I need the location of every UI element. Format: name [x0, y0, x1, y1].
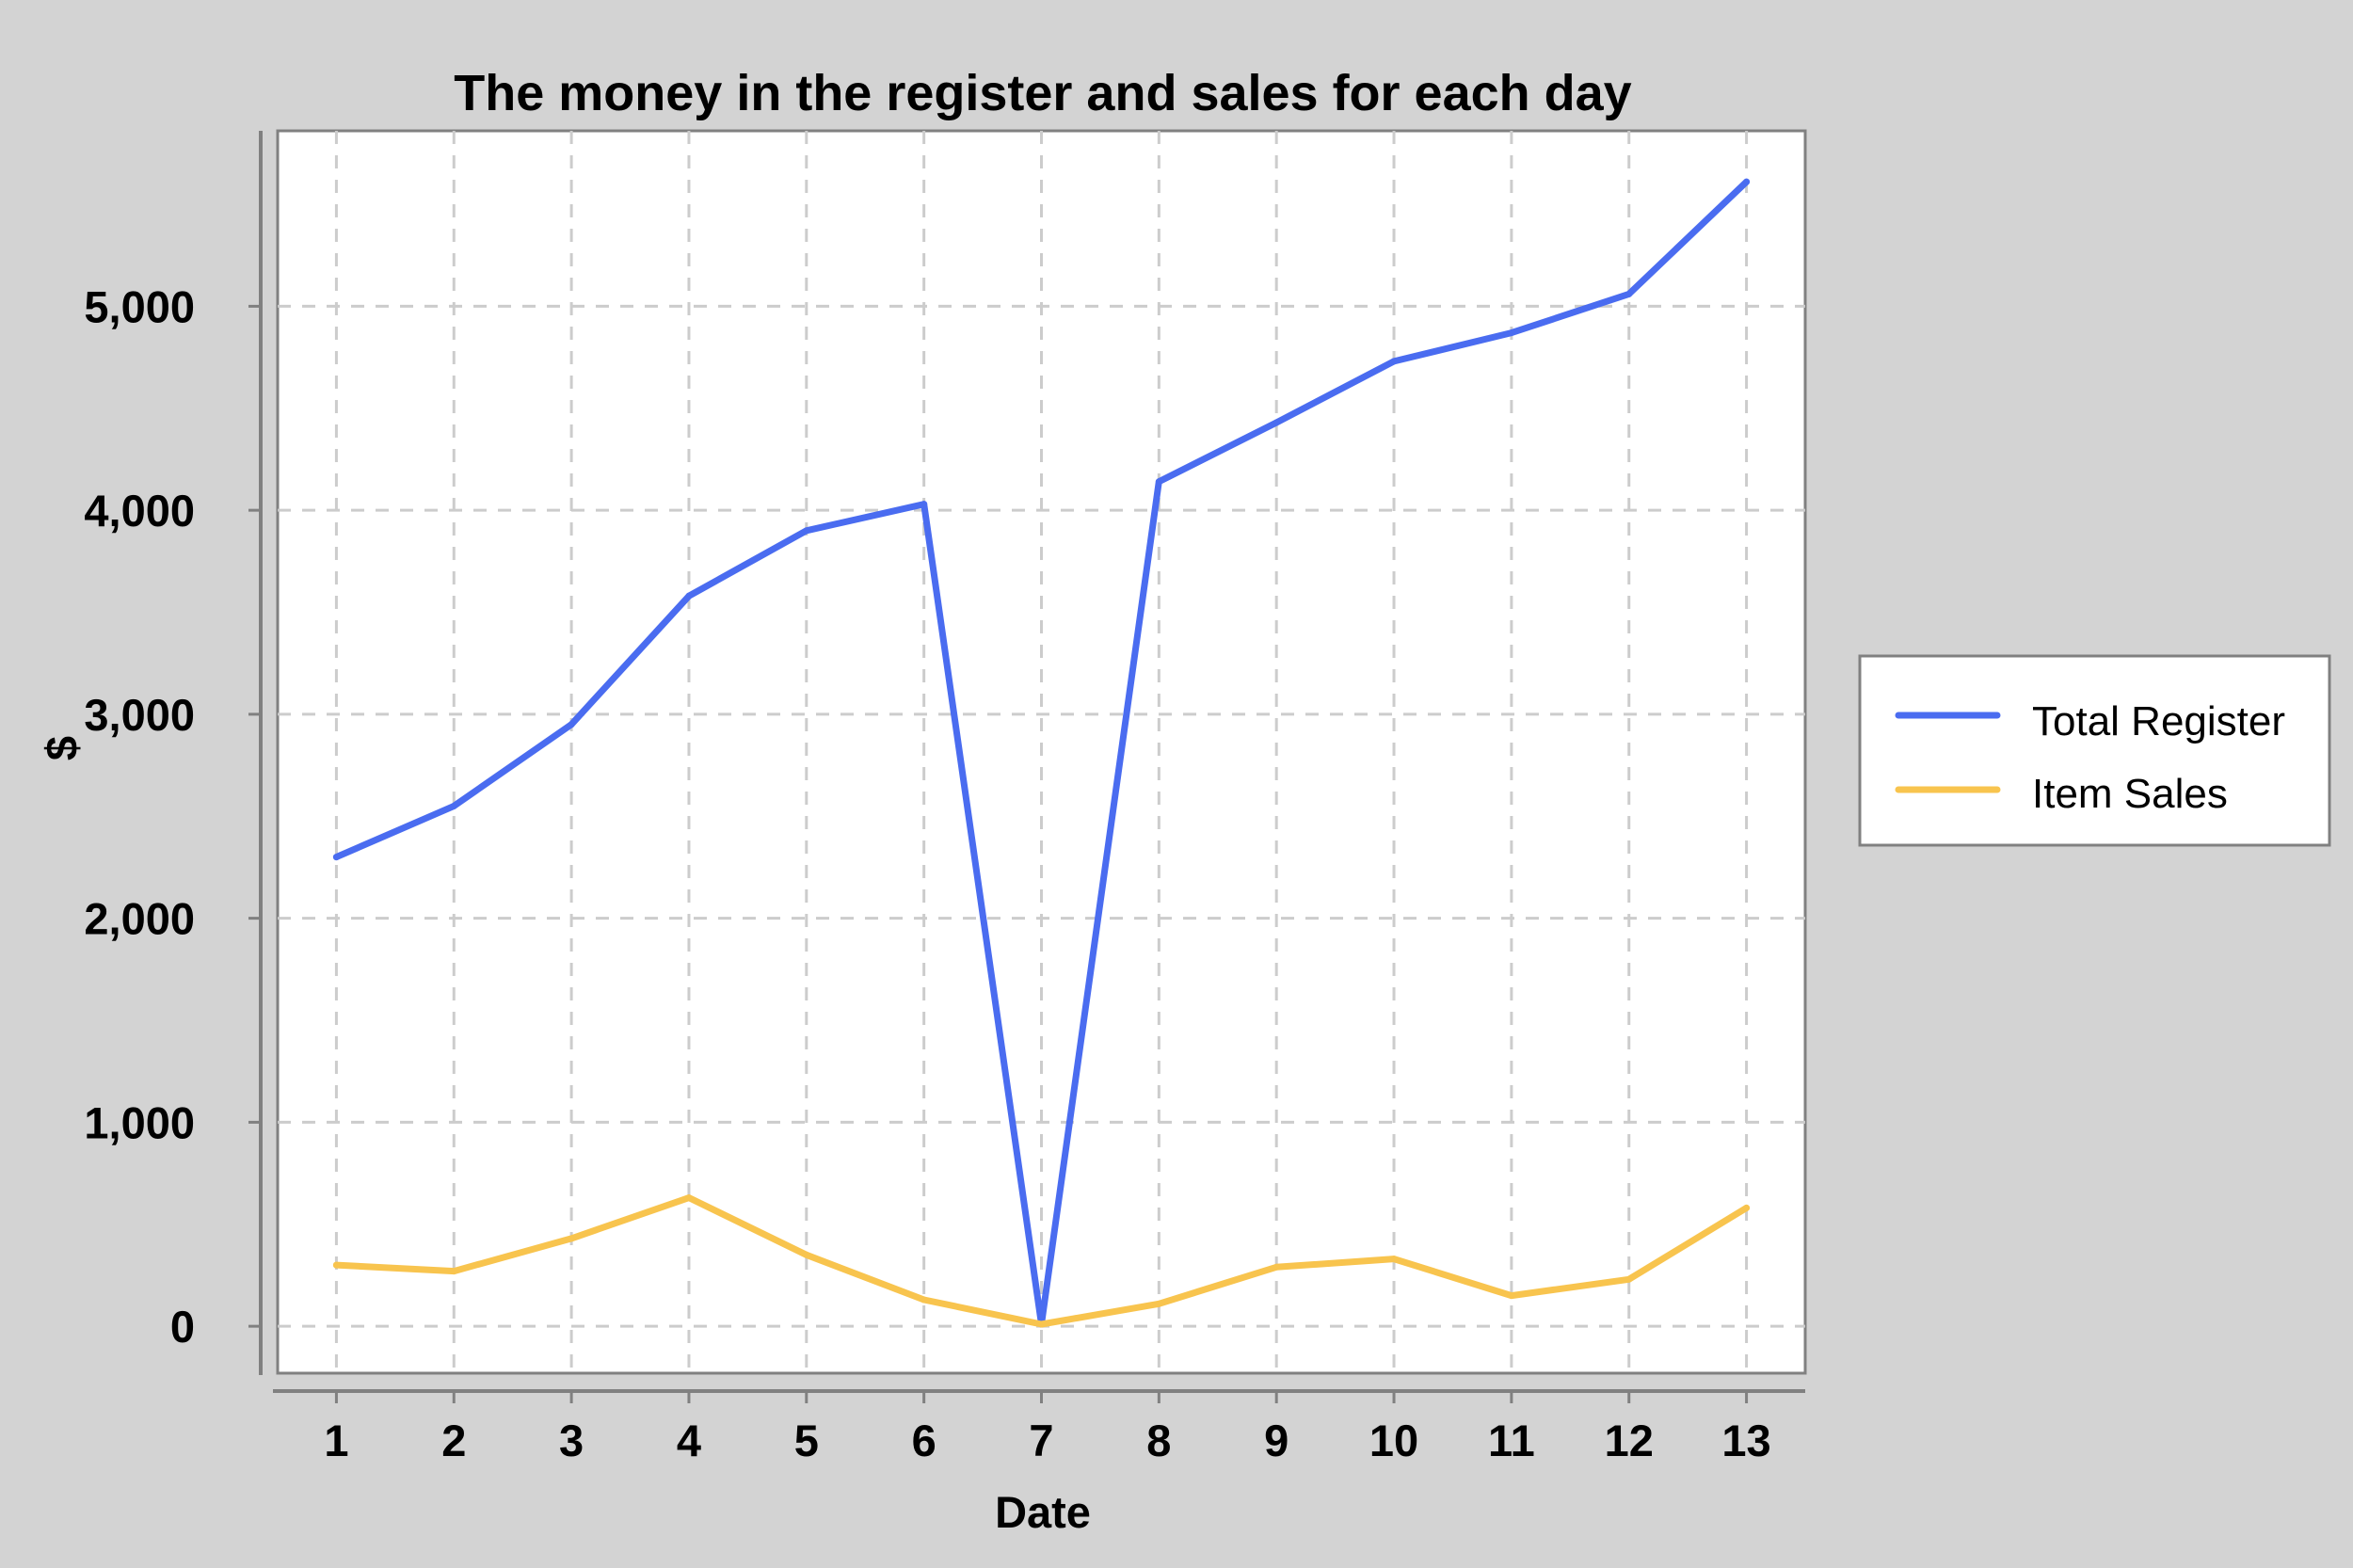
data-point-item-sales — [568, 1235, 575, 1242]
y-tick-label: 4,000 — [84, 486, 195, 536]
x-tick-label: 1 — [324, 1416, 348, 1465]
data-point-item-sales — [1273, 1263, 1280, 1271]
y-tick-label: 1,000 — [84, 1097, 195, 1147]
data-point-total-register — [920, 501, 928, 508]
y-tick-label: 2,000 — [84, 894, 195, 944]
data-point-item-sales — [1743, 1204, 1751, 1211]
data-point-item-sales — [803, 1251, 810, 1258]
data-point-total-register — [568, 721, 575, 728]
x-tick-label: 2 — [441, 1416, 466, 1465]
x-tick-label: 3 — [559, 1416, 584, 1465]
y-axis-ticks: 0 1,000 2,000 3,000 4,000 5,000 — [84, 281, 261, 1352]
x-tick-label: 11 — [1488, 1416, 1535, 1465]
data-point-total-register — [1155, 478, 1162, 486]
data-point-item-sales — [450, 1268, 457, 1275]
data-point-item-sales — [1155, 1300, 1162, 1307]
data-point-item-sales — [920, 1296, 928, 1304]
series-lines — [332, 178, 1751, 1328]
chart-title: The money in the register and sales for … — [454, 65, 1631, 121]
y-axis-label: $ — [37, 736, 87, 760]
legend: Total Register Item Sales — [1858, 654, 2331, 847]
x-tick-label: 10 — [1369, 1416, 1418, 1465]
x-tick-label: 13 — [1721, 1416, 1770, 1465]
data-point-total-register — [1273, 419, 1280, 426]
data-point-total-register — [1625, 290, 1633, 297]
data-point-total-register — [1743, 178, 1751, 185]
x-tick-label: 7 — [1029, 1416, 1053, 1465]
data-point-total-register — [450, 802, 457, 809]
x-tick-label: 8 — [1146, 1416, 1171, 1465]
y-tick-label: 3,000 — [84, 690, 195, 740]
data-point-item-sales — [1390, 1256, 1398, 1263]
legend-box — [1858, 654, 2331, 847]
data-point-item-sales — [1038, 1320, 1045, 1328]
data-point-item-sales — [332, 1261, 340, 1269]
data-point-item-sales — [685, 1194, 693, 1202]
data-point-total-register — [1508, 329, 1515, 337]
data-point-total-register — [685, 592, 693, 600]
legend-label-item-sales: Item Sales — [2032, 771, 2228, 817]
data-point-total-register — [332, 854, 340, 861]
data-point-total-register — [803, 527, 810, 535]
x-tick-label: 6 — [912, 1416, 936, 1465]
x-axis-label: Date — [995, 1487, 1091, 1537]
data-point-item-sales — [1625, 1275, 1633, 1283]
x-tick-label: 5 — [794, 1416, 819, 1465]
x-tick-label: 4 — [677, 1416, 701, 1465]
x-axis-ticks: 1 2 3 4 5 6 7 8 9 10 11 12 13 — [324, 1391, 1771, 1465]
data-point-item-sales — [1508, 1292, 1515, 1300]
x-tick-label: 9 — [1264, 1416, 1289, 1465]
data-point-total-register — [1390, 358, 1398, 365]
grid-lines — [278, 131, 1805, 1373]
y-tick-label: 5,000 — [84, 281, 195, 331]
legend-label-total-register: Total Register — [2032, 698, 2285, 744]
y-tick-label: 0 — [170, 1302, 195, 1352]
x-tick-label: 12 — [1605, 1416, 1654, 1465]
